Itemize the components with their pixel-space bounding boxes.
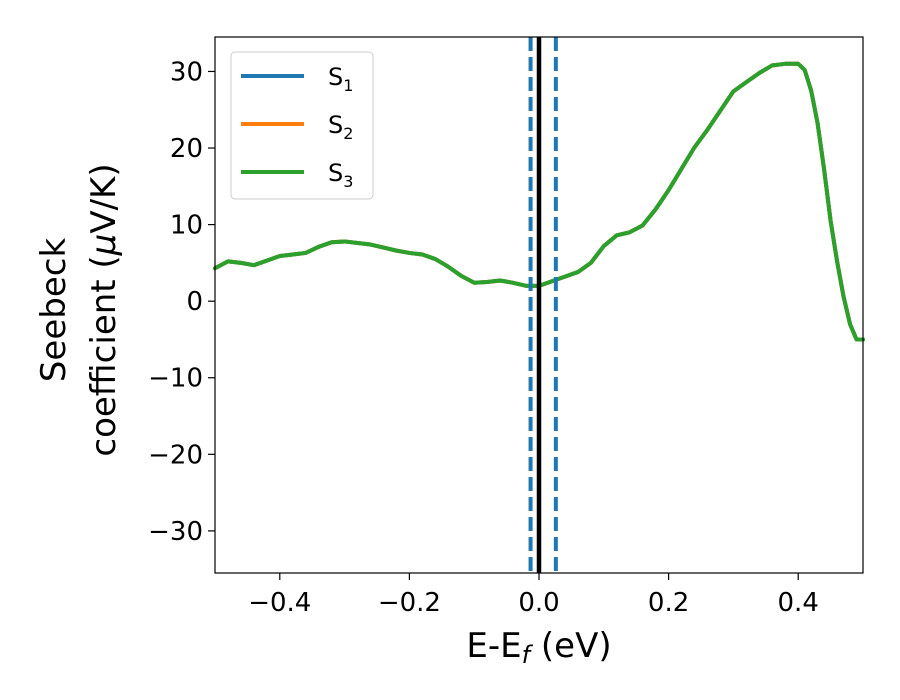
y-tick-label: −20 [148, 440, 203, 470]
x-axis-ticks: −0.4 −0.2 0.0 0.2 0.4 [248, 573, 819, 618]
legend-name-s1: S [328, 63, 343, 91]
legend-name-s2: S [328, 111, 343, 139]
legend-entry-s1: S1 [241, 63, 353, 95]
legend-sub-s3: 3 [343, 172, 353, 191]
y-axis-label-line1: Seebeck [34, 238, 74, 383]
x-tick-label: −0.4 [248, 588, 311, 618]
y-axis-label-line2-a: coefficient ( [84, 255, 124, 456]
legend-sub-s1: 1 [343, 76, 353, 95]
y-axis-ticks: −30 −20 −10 0 10 20 30 [148, 57, 215, 547]
legend-sub-s2: 2 [343, 124, 353, 143]
vline-layer [528, 37, 558, 573]
x-tick-label: 0.0 [518, 588, 559, 618]
x-tick-label: 0.2 [648, 588, 689, 618]
y-tick-label: 30 [170, 57, 203, 87]
x-axis-label-unit: (eV) [530, 626, 612, 666]
y-tick-label: 20 [170, 134, 203, 164]
legend-label-s1: S1 [328, 63, 353, 95]
y-axis-label-line2-b: V/K) [84, 163, 124, 233]
x-axis-label: E-Ef (eV) [466, 626, 611, 669]
y-tick-label: −30 [148, 517, 203, 547]
legend: S1 S2 S3 [230, 51, 374, 200]
y-tick-label: −10 [148, 364, 203, 394]
legend-label-s3: S3 [328, 159, 353, 191]
x-tick-label: −0.2 [378, 588, 441, 618]
x-axis-label-main: E-E [466, 626, 521, 666]
legend-label-s2: S2 [328, 111, 353, 143]
legend-name-s3: S [328, 159, 343, 187]
y-axis-label-mu: μ [84, 234, 124, 257]
legend-entry-s2: S2 [241, 111, 353, 143]
y-tick-label: 10 [170, 211, 203, 241]
x-tick-label: 0.4 [778, 588, 819, 618]
y-axis-label-line2: coefficient (μV/K) [84, 163, 124, 456]
legend-entry-s3: S3 [241, 159, 353, 191]
series-line-s3 [213, 61, 865, 342]
series-layer [213, 61, 865, 342]
y-tick-label: 0 [186, 287, 203, 317]
y-axis-label: Seebeck coefficient (μV/K) [34, 163, 124, 456]
